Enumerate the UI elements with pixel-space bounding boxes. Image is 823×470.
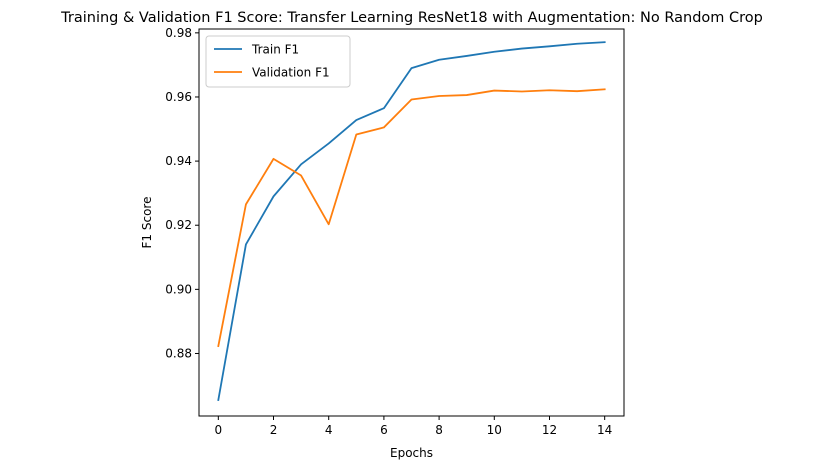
series-line-train-f1 — [217, 41, 606, 402]
plot-frame — [198, 28, 625, 417]
legend-label-validation-f1: Validation F1 — [252, 66, 330, 80]
legend: Train F1 Validation F1 — [205, 35, 351, 88]
y-tick-label: 0.90 — [165, 282, 192, 296]
y-tick-label: 0.96 — [165, 90, 192, 104]
x-tick-label: 6 — [380, 423, 388, 437]
y-tick-label: 0.92 — [165, 218, 192, 232]
legend-label-train-f1: Train F1 — [251, 43, 299, 57]
plot-area — [199, 29, 624, 416]
x-tick-label: 14 — [597, 423, 612, 437]
x-axis: 0 2 4 6 8 10 12 14 — [214, 416, 612, 437]
x-tick-label: 10 — [487, 423, 502, 437]
y-tick-label: 0.88 — [165, 346, 192, 360]
x-axis-title: Epochs — [390, 446, 433, 460]
y-tick-label: 0.94 — [165, 154, 192, 168]
x-tick-label: 8 — [435, 423, 443, 437]
x-tick-label: 2 — [270, 423, 278, 437]
y-axis-title: F1 Score — [140, 197, 154, 249]
y-tick-label: 0.98 — [165, 26, 192, 40]
series-line-validation-f1 — [217, 88, 606, 348]
x-tick-label: 12 — [542, 423, 557, 437]
x-tick-label: 0 — [214, 423, 222, 437]
chart-title: Training & Validation F1 Score: Transfer… — [60, 10, 763, 26]
y-axis: 0.88 0.90 0.92 0.94 0.96 0.98 — [165, 26, 199, 360]
x-tick-label: 4 — [325, 423, 333, 437]
series-layer — [217, 41, 606, 402]
